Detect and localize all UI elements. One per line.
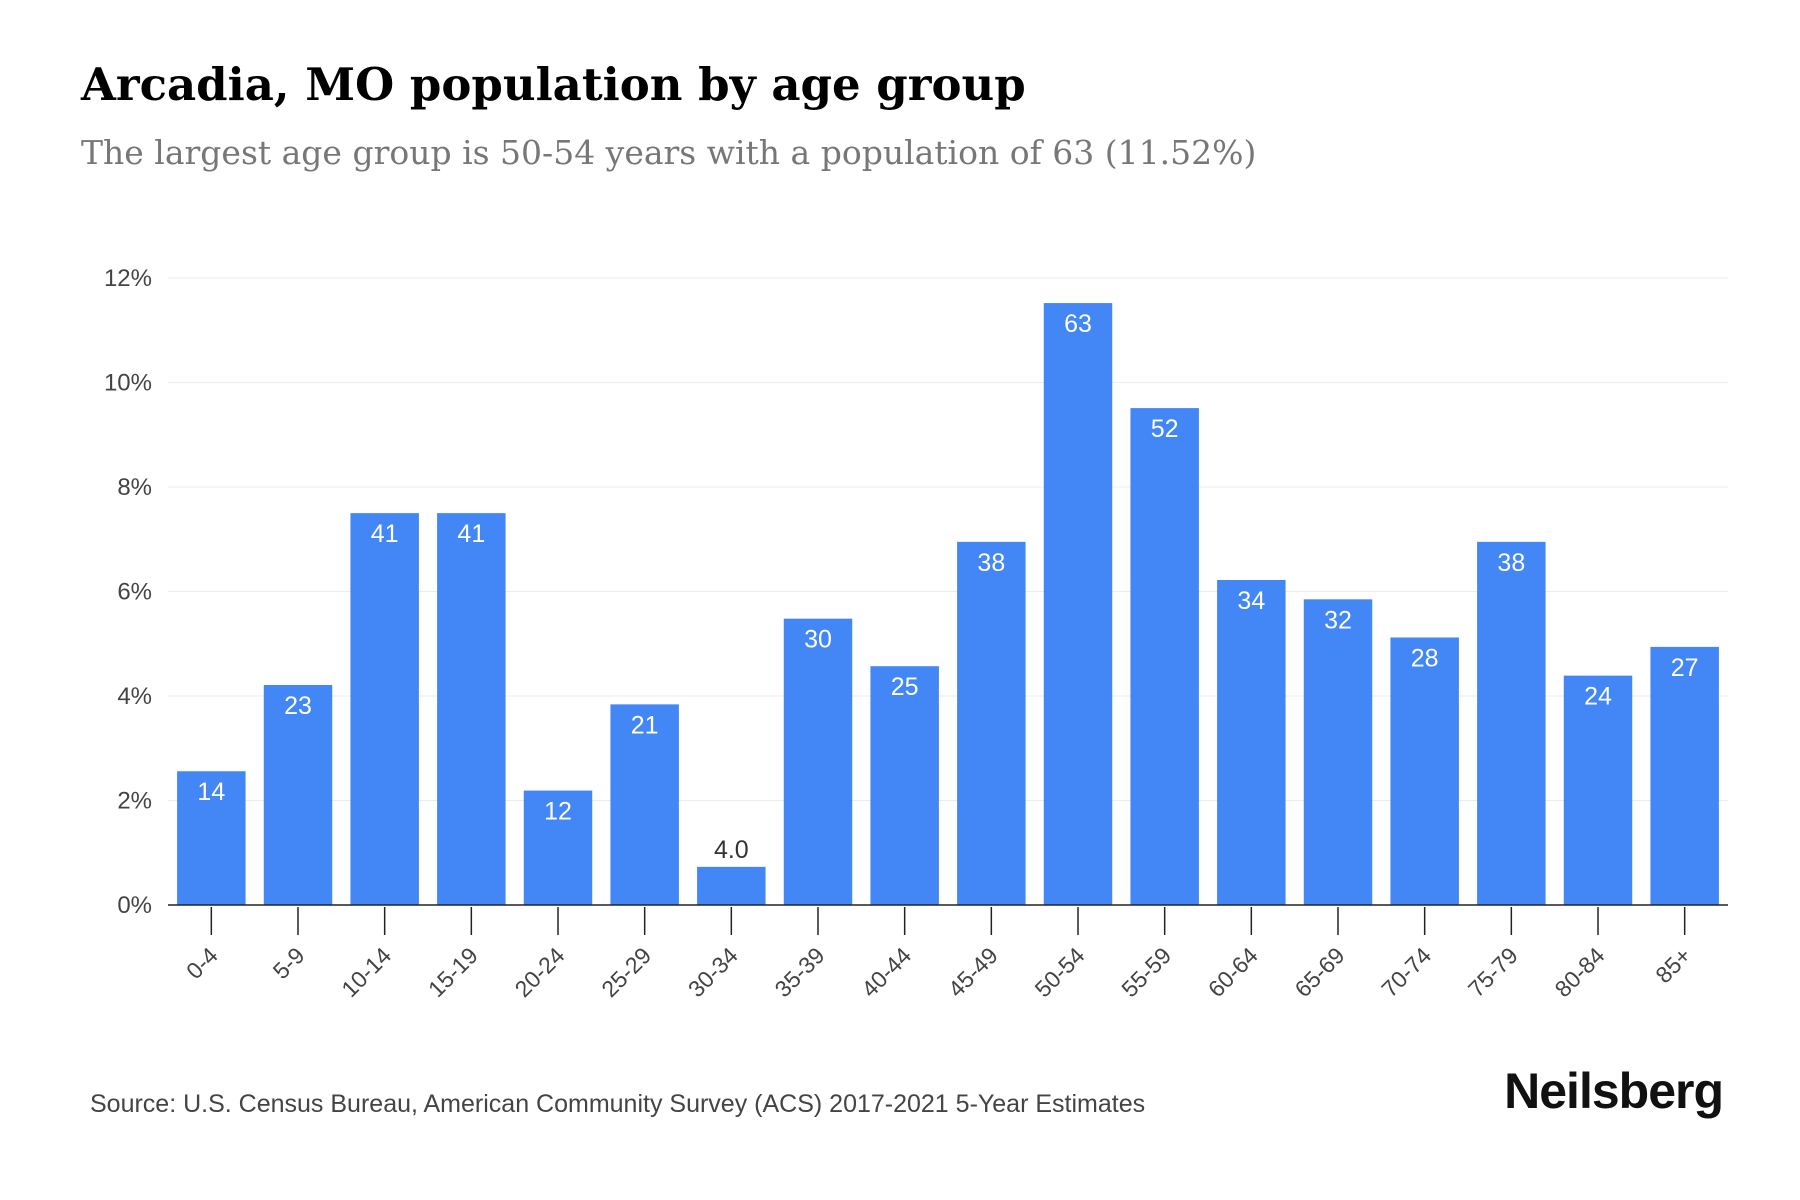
data-label: 52 [1151, 415, 1179, 443]
data-label: 4.0 [714, 836, 749, 864]
data-label: 23 [284, 692, 312, 720]
y-axis-ticks: 0% 2% 4% 6% 8% 10% 12% [104, 265, 152, 919]
x-tick-label: 35-39 [770, 942, 830, 1002]
data-label: 34 [1237, 587, 1265, 615]
data-label: 24 [1584, 683, 1612, 711]
x-tick-label: 75-79 [1463, 942, 1523, 1002]
bar-60-64 [1217, 580, 1286, 905]
x-tick-label: 45-49 [943, 942, 1003, 1002]
x-tick-label: 40-44 [856, 942, 916, 1002]
data-label: 14 [197, 778, 225, 806]
x-tick-label: 10-14 [336, 942, 396, 1002]
data-label: 12 [544, 798, 572, 826]
data-label: 38 [1497, 549, 1525, 577]
data-label: 41 [457, 520, 485, 548]
bar-15-19 [437, 513, 506, 905]
bar-40-44 [870, 666, 939, 905]
y-tick-label: 4% [117, 683, 152, 710]
chart-subtitle: The largest age group is 50-54 years wit… [81, 133, 1257, 172]
bar-20-24 [523, 790, 593, 905]
x-tick-label: 85+ [1650, 942, 1696, 988]
gridlines [168, 277, 1728, 801]
data-label: 30 [804, 626, 832, 654]
bar-75-79 [1477, 541, 1546, 905]
bar-55-59 [1130, 408, 1199, 905]
bar-50-54 [1043, 303, 1113, 906]
x-tick-label: 60-64 [1203, 942, 1263, 1002]
y-tick-label: 12% [104, 265, 152, 292]
x-tick-label: 70-74 [1376, 942, 1436, 1002]
bar-45-49 [957, 541, 1026, 905]
bar-5-9 [263, 685, 333, 905]
data-label: 25 [891, 673, 919, 701]
data-label: 21 [631, 711, 659, 739]
x-axis-ticks: 0-4 5-9 10-14 15-19 20-24 25-29 30-34 35-39 40-4… [181, 907, 1696, 1002]
y-tick-label: 2% [117, 788, 152, 815]
data-label: 38 [977, 549, 1005, 577]
x-tick-label: 20-24 [510, 942, 570, 1002]
bar-25-29 [610, 704, 679, 905]
x-tick-label: 15-19 [423, 942, 483, 1002]
data-labels: 14 23 41 41 12 21 4.0 30 25 38 63 52 34 32 28 38 24 27 [197, 310, 1698, 864]
x-tick-label: 25-29 [596, 942, 656, 1002]
bar-0-4 [177, 771, 246, 905]
data-label: 32 [1324, 606, 1352, 634]
x-tick-label: 50-54 [1030, 942, 1090, 1002]
y-tick-label: 10% [104, 370, 152, 397]
neilsberg-logo: Neilsberg [1504, 1063, 1724, 1119]
bar-10-14 [350, 513, 419, 905]
x-tick-label: 55-59 [1116, 942, 1176, 1002]
y-tick-label: 0% [117, 892, 152, 919]
x-tick-label: 30-34 [683, 942, 743, 1002]
bar-80-84 [1563, 675, 1633, 905]
bars [177, 303, 1719, 906]
source-note: Source: U.S. Census Bureau, American Com… [90, 1090, 1146, 1118]
x-tick-label: 80-84 [1550, 942, 1610, 1002]
x-tick-label: 65-69 [1290, 942, 1350, 1002]
bar-35-39 [783, 618, 853, 905]
bar-85+ [1650, 646, 1719, 905]
bar-30-34 [697, 866, 766, 905]
bar-70-74 [1390, 637, 1459, 905]
data-label: 27 [1671, 654, 1699, 682]
bar-chart: 0% 2% 4% 6% 8% 10% 12% 14 23 41 41 12 21 4.0 30 25 38 63… [104, 265, 1728, 1002]
y-tick-label: 6% [117, 579, 152, 606]
bar-65-69 [1303, 599, 1373, 905]
data-label: 63 [1064, 310, 1092, 338]
y-tick-label: 8% [117, 474, 152, 501]
data-label: 41 [371, 520, 399, 548]
x-tick-label: 5-9 [268, 942, 310, 984]
chart-title: Arcadia, MO population by age group [81, 58, 1026, 111]
data-label: 28 [1411, 644, 1439, 672]
x-tick-label: 0-4 [181, 942, 223, 984]
